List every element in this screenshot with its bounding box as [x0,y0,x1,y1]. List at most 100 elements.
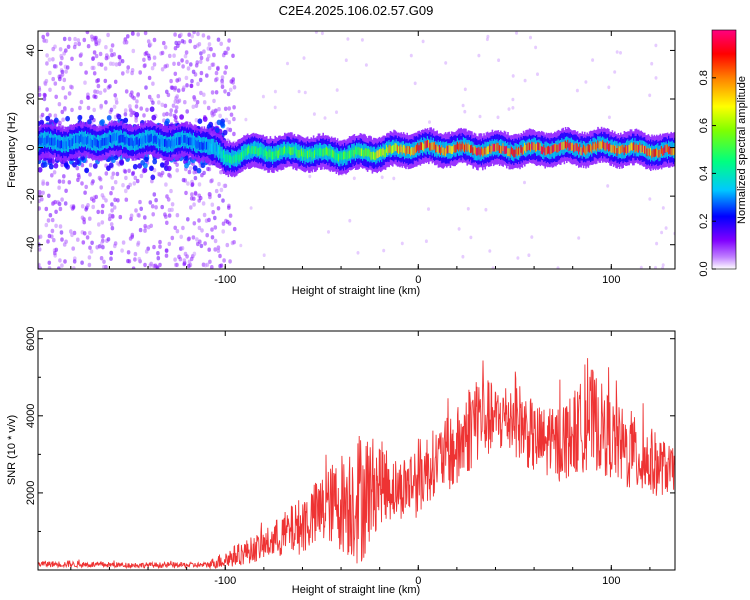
noise-blob [654,43,658,48]
ridge-cell [513,149,515,158]
ridge-cell [568,143,570,151]
ridge-cell [532,142,534,151]
ridge-cell [239,153,242,161]
noise-blob [108,213,112,218]
ridge-cell [640,145,642,154]
band-blob [53,163,59,169]
noise-blob [123,108,128,113]
noise-blob [67,91,72,96]
ridge-cell [171,138,173,147]
noise-blob [67,180,72,185]
noise-blob [123,112,128,117]
ridge-cell [219,146,221,155]
noise-blob [85,235,90,240]
noise-blob [111,171,116,176]
noise-blob [114,97,119,102]
ridge-cell [237,152,239,161]
ridge-cell [562,141,564,150]
ridge-cell [62,141,64,150]
ridge-cell [251,146,254,154]
noise-blob [63,201,68,206]
ridge-cell [153,135,155,144]
noise-blob [100,209,105,215]
colorbar-gradient [711,29,737,270]
ridge-cell [514,149,516,158]
ridge-cell [544,147,546,156]
noise-blob [79,52,84,57]
noise-blob [72,44,77,50]
noise-blob [348,218,352,223]
ridge-cell [108,134,111,143]
noise-blob [151,81,155,86]
noise-blob [194,103,199,109]
noise-blob [180,39,185,44]
ridge-cell [137,139,140,148]
ridge-cell [47,134,50,143]
noise-blob [88,245,92,250]
ridge-cell [659,149,662,157]
noise-blob [189,83,194,89]
noise-blob [164,182,168,187]
ridge-cell [489,144,491,153]
ridge-cell [530,143,532,152]
ridge-cell [372,151,375,160]
ridge-cell [144,135,147,144]
noise-blob [157,100,161,105]
ridge-cell [75,135,77,144]
ridge-cell [274,151,276,159]
noise-blob [70,107,74,113]
ridge-cell [335,152,338,161]
y-tick-label: 20 [25,93,37,105]
noise-blob [160,50,165,56]
noise-blob [314,31,318,34]
ridge-cell [602,140,604,148]
noise-blob [126,250,131,255]
x-tick-label: 0 [415,575,421,587]
noise-blob [664,226,668,230]
noise-blob [149,261,153,266]
band-blob [202,116,208,122]
ridge-cell [648,148,651,157]
noise-blob [523,78,527,83]
noise-blob [189,62,193,67]
ridge-cell [344,151,346,159]
noise-blob [189,196,194,201]
noise-blob [197,42,202,47]
ridge-cell [161,138,164,146]
ridge-cell [167,139,170,147]
band-blob [219,121,225,127]
ridge-cell [641,144,644,152]
ridge-cell [298,150,300,158]
ridge-cell [629,143,632,152]
noise-blob [182,258,187,263]
ridge-cell [203,141,206,150]
band-blob [142,167,148,173]
ridge-cell [190,137,192,146]
noise-blob [156,256,161,261]
noise-blob [212,98,216,104]
noise-blob [199,51,203,56]
ridge-cell [246,147,249,156]
noise-blob [187,263,191,269]
ridge-cell [662,148,664,156]
ridge-cell [671,147,674,156]
noise-blob [62,174,66,179]
ridge-cell [92,140,94,148]
noise-blob [120,248,124,253]
noise-blob [228,213,233,218]
noise-blob [181,64,185,69]
noise-blob [134,118,138,123]
noise-blob [189,205,193,210]
ridge-cell [645,145,647,154]
noise-blob [327,230,330,234]
noise-blob [188,166,193,171]
ridge-cell [382,147,384,156]
noise-blob [87,255,92,260]
ridge-cell [456,141,459,150]
ridge-cell [623,147,626,156]
ridge-cell [516,148,519,157]
noise-blob [42,96,47,102]
ridge-cell [644,146,646,154]
ridge-cell [650,147,652,156]
noise-blob [174,115,178,120]
